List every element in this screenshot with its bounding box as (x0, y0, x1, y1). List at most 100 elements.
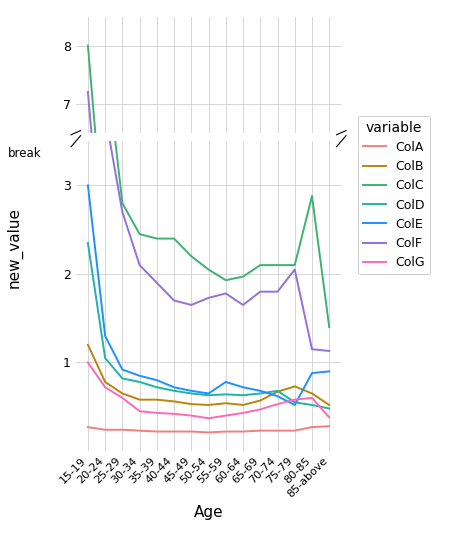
ColB (154, 473, 160, 480)
ColA (206, 495, 211, 502)
ColE (171, 465, 177, 472)
ColF (171, 408, 177, 415)
Line: ColF: ColF (88, 92, 329, 444)
ColB (240, 477, 246, 483)
ColC (309, 340, 315, 346)
ColD (206, 470, 211, 477)
ColG (206, 486, 211, 492)
ColE (327, 455, 332, 461)
ColB (206, 477, 211, 483)
ColF (206, 406, 211, 413)
ColF (85, 89, 91, 95)
ColC (292, 385, 298, 392)
ColG (309, 472, 315, 478)
ColB (119, 469, 125, 476)
Line: ColD: ColD (88, 374, 329, 482)
ColA (102, 493, 108, 499)
ColC (189, 379, 194, 386)
ColF (189, 411, 194, 417)
ColC (119, 344, 125, 351)
ColD (257, 469, 263, 476)
ColD (292, 475, 298, 482)
ColB (309, 469, 315, 476)
ColC (240, 393, 246, 399)
ColE (292, 477, 298, 483)
ColD (85, 371, 91, 377)
ColG (137, 481, 143, 487)
ColC (274, 385, 280, 392)
Line: ColC: ColC (88, 46, 329, 429)
ColD (223, 470, 228, 476)
X-axis label: Age: Age (194, 505, 223, 520)
ColD (240, 470, 246, 477)
ColA (171, 494, 177, 501)
ColA (137, 493, 143, 500)
ColG (240, 482, 246, 488)
ColE (309, 456, 315, 463)
ColD (309, 477, 315, 483)
ColA (309, 491, 315, 498)
ColG (189, 483, 194, 490)
Line: ColE: ColE (88, 336, 329, 480)
ColB (274, 468, 280, 475)
Text: break: break (8, 147, 41, 160)
ColD (137, 461, 143, 468)
ColA (292, 493, 298, 500)
Line: ColB: ColB (88, 441, 329, 480)
ColD (171, 468, 177, 474)
ColB (327, 477, 332, 483)
ColB (292, 465, 298, 471)
ColG (171, 482, 177, 489)
ColA (154, 494, 160, 501)
ColF (137, 385, 143, 392)
ColG (257, 480, 263, 486)
ColA (119, 493, 125, 499)
ColG (102, 465, 108, 472)
ColG (292, 473, 298, 480)
ColF (292, 388, 298, 394)
ColF (102, 286, 108, 293)
ColF (309, 440, 315, 447)
ColB (171, 475, 177, 481)
ColD (327, 479, 332, 486)
ColE (274, 471, 280, 477)
ColG (119, 472, 125, 478)
ColC (102, 245, 108, 252)
ColC (137, 365, 143, 371)
ColE (240, 465, 246, 472)
ColC (257, 385, 263, 392)
ColB (257, 474, 263, 481)
Legend: ColA, ColB, ColC, ColD, ColE, ColF, ColG: ColA, ColB, ColC, ColD, ColE, ColF, ColG (358, 116, 430, 274)
ColE (102, 431, 108, 438)
ColG (327, 485, 332, 492)
ColE (257, 468, 263, 474)
ColF (257, 403, 263, 409)
ColE (137, 458, 143, 464)
ColC (206, 388, 211, 394)
ColF (327, 441, 332, 448)
ColD (119, 459, 125, 466)
ColC (171, 367, 177, 374)
ColD (189, 469, 194, 476)
ColB (223, 476, 228, 482)
ColA (274, 493, 280, 500)
ColG (223, 483, 228, 490)
ColF (274, 403, 280, 409)
ColC (154, 367, 160, 374)
ColC (223, 395, 228, 402)
ColC (85, 42, 91, 49)
ColF (154, 397, 160, 403)
ColE (119, 454, 125, 460)
ColC (327, 426, 332, 432)
ColA (85, 491, 91, 498)
ColB (189, 476, 194, 483)
ColG (154, 482, 160, 488)
ColA (327, 491, 332, 497)
ColD (102, 446, 108, 453)
ColA (240, 494, 246, 501)
ColE (206, 469, 211, 476)
ColF (240, 411, 246, 417)
ColD (154, 465, 160, 472)
ColB (102, 461, 108, 468)
Line: ColG: ColG (88, 452, 329, 489)
